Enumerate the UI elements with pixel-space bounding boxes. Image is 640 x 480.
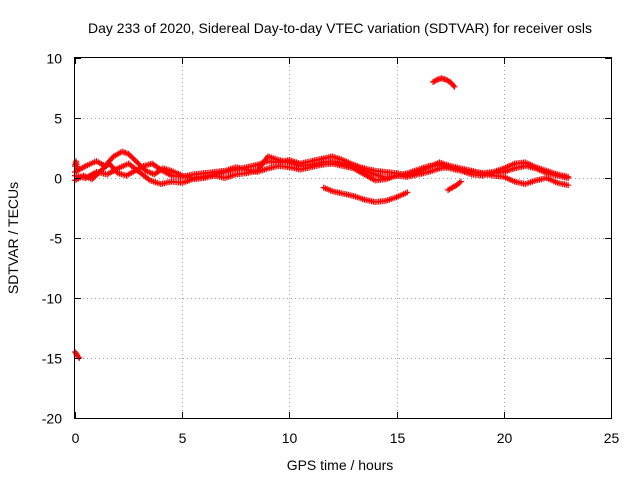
x-tick-label: 5	[179, 430, 187, 446]
data-points	[72, 75, 572, 361]
x-tick-label: 20	[497, 430, 513, 446]
x-tick-label: 0	[72, 430, 80, 446]
series-track-6	[445, 178, 464, 193]
chart-title: Day 233 of 2020, Sidereal Day-to-day VTE…	[88, 20, 592, 36]
y-tick-label: 5	[54, 111, 62, 127]
y-axis-label: SDTVAR / TECUs	[5, 182, 21, 294]
x-axis-label: GPS time / hours	[287, 457, 394, 473]
x-tick-label: 10	[282, 430, 298, 446]
data-point	[565, 182, 572, 189]
data-point	[74, 165, 81, 172]
data-point	[457, 178, 464, 185]
data-point	[404, 189, 411, 196]
series-track-4	[320, 184, 411, 205]
axis-ticks	[75, 58, 612, 419]
y-tick-label: -5	[50, 231, 63, 247]
grid-lines	[75, 58, 611, 418]
y-tick-labels: 10 5 0 -5 -10 -15 -20	[42, 51, 62, 427]
x-tick-label: 25	[604, 430, 620, 446]
y-tick-label: -15	[42, 351, 62, 367]
series-track-5	[430, 75, 458, 90]
plot-frame	[74, 57, 612, 419]
series-track-3	[72, 153, 572, 189]
data-point	[565, 175, 572, 181]
y-tick-label: -10	[42, 291, 62, 307]
y-tick-label: 0	[54, 171, 62, 187]
y-tick-label: -20	[42, 411, 62, 427]
data-point	[451, 83, 458, 90]
x-tick-labels: 0 5 10 15 20 25	[72, 430, 620, 446]
y-tick-label: 10	[46, 51, 62, 67]
data-point	[450, 82, 457, 89]
x-tick-label: 15	[390, 430, 406, 446]
